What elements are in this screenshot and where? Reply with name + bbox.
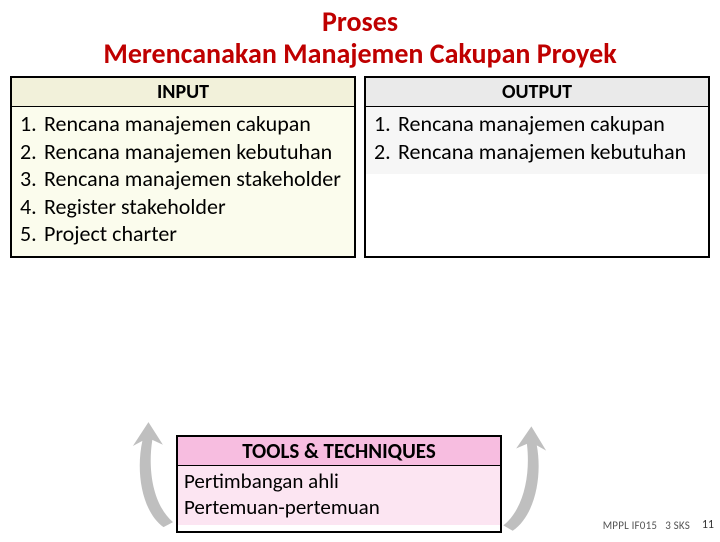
output-header: OUTPUT <box>366 78 708 107</box>
input-panel: INPUT Rencana manajemen cakupanRencana m… <box>10 76 356 258</box>
tools-techniques-box: TOOLS & TECHNIQUES Pertimbangan ahliPert… <box>176 435 502 533</box>
input-body: Rencana manajemen cakupanRencana manajem… <box>12 107 354 256</box>
output-item: Rencana manajemen cakupan <box>374 111 700 137</box>
curved-up-arrow-right <box>493 421 558 537</box>
slide-title: Proses Merencanakan Manajemen Cakupan Pr… <box>10 6 710 70</box>
tools-header: TOOLS & TECHNIQUES <box>178 437 500 466</box>
input-header: INPUT <box>12 78 354 107</box>
input-item: Rencana manajemen stakeholder <box>20 166 346 192</box>
input-item: Rencana manajemen kebutuhan <box>20 139 346 165</box>
tools-body: Pertimbangan ahliPertemuan-pertemuan <box>178 466 500 525</box>
tools-item: Pertimbangan ahli <box>184 468 494 494</box>
input-item: Register stakeholder <box>20 194 346 220</box>
output-item: Rencana manajemen kebutuhan <box>374 139 700 165</box>
io-panels: INPUT Rencana manajemen cakupanRencana m… <box>10 76 710 258</box>
input-item: Rencana manajemen cakupan <box>20 111 346 137</box>
course-code: MPPL IF015 <box>603 519 657 532</box>
output-body: Rencana manajemen cakupanRencana manajem… <box>366 107 708 174</box>
output-panel: OUTPUT Rencana manajemen cakupanRencana … <box>364 76 710 258</box>
slide: Proses Merencanakan Manajemen Cakupan Pr… <box>0 0 720 540</box>
title-line2: Merencanakan Manajemen Cakupan Proyek <box>103 36 616 71</box>
input-list: Rencana manajemen cakupanRencana manajem… <box>20 111 346 247</box>
curved-up-arrow-left <box>122 418 183 533</box>
tools-item: Pertemuan-pertemuan <box>184 494 494 520</box>
footer-meta: MPPL IF015 3 SKS <box>603 519 690 532</box>
title-line1: Proses <box>322 4 398 39</box>
credits: 3 SKS <box>665 519 690 532</box>
output-list: Rencana manajemen cakupanRencana manajem… <box>374 111 700 165</box>
page-number: 11 <box>702 518 714 532</box>
input-item: Project charter <box>20 221 346 247</box>
